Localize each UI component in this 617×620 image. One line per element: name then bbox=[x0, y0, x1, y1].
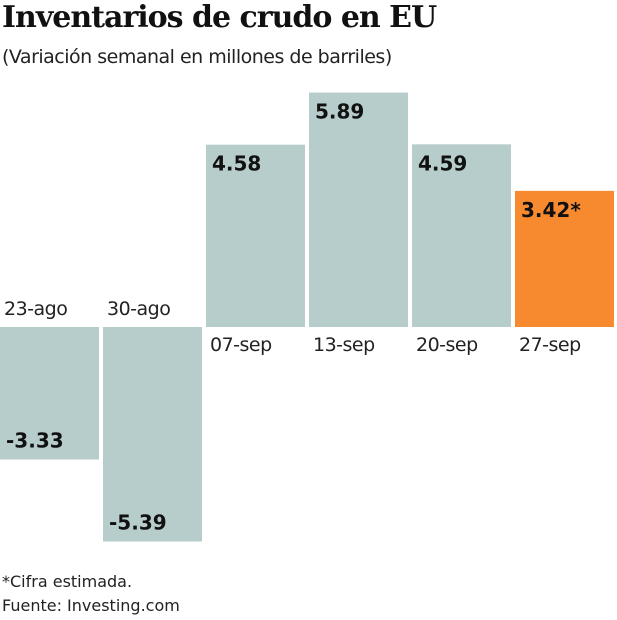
data-label: 4.58 bbox=[212, 152, 261, 176]
data-label: -5.39 bbox=[109, 511, 167, 535]
data-label: -3.33 bbox=[6, 429, 64, 453]
estimate-note: *Cifra estimada. bbox=[2, 572, 133, 591]
bar bbox=[515, 190, 614, 327]
bar bbox=[0, 327, 99, 460]
bar bbox=[412, 144, 511, 327]
category-label: 27-sep bbox=[519, 334, 581, 356]
data-label: 5.89 bbox=[315, 100, 364, 124]
category-label: 13-sep bbox=[313, 334, 375, 356]
category-label: 23-ago bbox=[4, 298, 67, 320]
chart-subtitle: (Variación semanal en millones de barril… bbox=[2, 46, 392, 68]
source-note: Fuente: Investing.com bbox=[2, 596, 180, 615]
bar bbox=[206, 144, 305, 327]
category-label: 20-sep bbox=[416, 334, 478, 356]
data-label: 4.59 bbox=[418, 151, 467, 175]
bar bbox=[103, 327, 202, 542]
category-label: 30-ago bbox=[107, 298, 170, 320]
category-label: 07-sep bbox=[210, 334, 272, 356]
data-label: 3.42* bbox=[521, 198, 581, 222]
chart-title: Inventarios de crudo en EU bbox=[2, 0, 437, 35]
bar bbox=[309, 92, 408, 327]
